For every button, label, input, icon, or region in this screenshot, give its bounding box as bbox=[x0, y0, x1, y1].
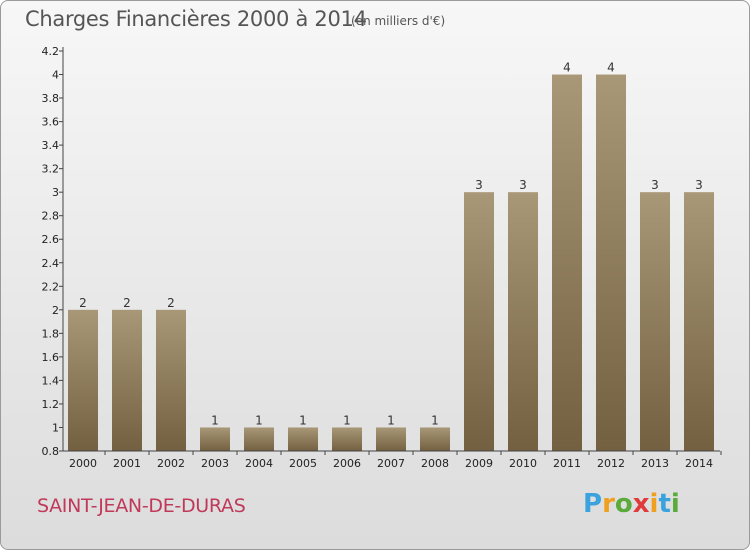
chart-title: Charges Financières 2000 à 2014 bbox=[25, 7, 367, 31]
bar-value-label-2002: 2 bbox=[167, 296, 175, 310]
x-tick-label-2003: 2003 bbox=[201, 457, 229, 470]
y-tick-label: 4 bbox=[52, 69, 59, 82]
y-tick-label: 2.2 bbox=[42, 280, 60, 293]
y-tick-label: 3.2 bbox=[42, 163, 60, 176]
bar-2012 bbox=[596, 74, 626, 451]
y-tick-label: 3 bbox=[52, 186, 59, 199]
y-tick-label: 1.4 bbox=[42, 374, 60, 387]
x-tick-label-2012: 2012 bbox=[597, 457, 625, 470]
y-tick-label: 3.6 bbox=[42, 116, 60, 129]
y-tick-label: 1.8 bbox=[42, 327, 60, 340]
bar-value-label-2007: 1 bbox=[387, 413, 395, 427]
x-tick-label-2006: 2006 bbox=[333, 457, 361, 470]
chart-subtitle: (en milliers d'€) bbox=[351, 14, 446, 28]
bar-2011 bbox=[552, 74, 582, 451]
bar-value-label-2012: 4 bbox=[607, 61, 615, 75]
bar-value-label-2009: 3 bbox=[475, 178, 483, 192]
x-tick-label-2002: 2002 bbox=[157, 457, 185, 470]
bar-2004 bbox=[244, 427, 274, 451]
bar-2006 bbox=[332, 427, 362, 451]
x-tick-label-2014: 2014 bbox=[685, 457, 713, 470]
x-tick-label-2005: 2005 bbox=[289, 457, 317, 470]
bar-value-label-2003: 1 bbox=[211, 413, 219, 427]
commune-name: SAINT-JEAN-DE-DURAS bbox=[37, 495, 246, 517]
bar-2010 bbox=[508, 192, 538, 452]
bar-value-label-2006: 1 bbox=[343, 413, 351, 427]
y-tick-label: 4.2 bbox=[42, 45, 60, 58]
bar-value-label-2005: 1 bbox=[299, 413, 307, 427]
x-tick-label-2001: 2001 bbox=[113, 457, 141, 470]
y-tick-label: 1.2 bbox=[42, 398, 60, 411]
bar-2001 bbox=[112, 309, 142, 451]
y-tick-label: 1.6 bbox=[42, 351, 60, 364]
y-tick-label: 1 bbox=[52, 421, 59, 434]
bar-2009 bbox=[464, 192, 494, 452]
bar-2000 bbox=[68, 309, 98, 451]
bar-2014 bbox=[684, 192, 714, 452]
x-tick-label-2004: 2004 bbox=[245, 457, 273, 470]
bar-2007 bbox=[376, 427, 406, 451]
logo-letter: i bbox=[670, 489, 680, 519]
y-tick-label: 0.8 bbox=[42, 445, 60, 458]
y-tick-label: 2.8 bbox=[42, 210, 60, 223]
proxiti-logo[interactable]: Proxiti bbox=[583, 489, 680, 519]
bar-value-label-2014: 3 bbox=[695, 178, 703, 192]
logo-letter: x bbox=[632, 489, 650, 519]
bar-2003 bbox=[200, 427, 230, 451]
bar-value-label-2013: 3 bbox=[651, 178, 659, 192]
y-tick-label: 3.4 bbox=[42, 139, 60, 152]
bar-2008 bbox=[420, 427, 450, 451]
x-tick-label-2000: 2000 bbox=[69, 457, 97, 470]
y-tick-label: 2.4 bbox=[42, 257, 60, 270]
bar-2005 bbox=[288, 427, 318, 451]
x-tick-label-2010: 2010 bbox=[509, 457, 537, 470]
bar-value-label-2010: 3 bbox=[519, 178, 527, 192]
bar-2013 bbox=[640, 192, 670, 452]
y-tick-label: 2 bbox=[52, 304, 59, 317]
logo-letter: i bbox=[649, 489, 659, 519]
bar-2002 bbox=[156, 309, 186, 451]
x-tick-label-2007: 2007 bbox=[377, 457, 405, 470]
y-tick-label: 3.8 bbox=[42, 92, 60, 105]
x-tick-label-2011: 2011 bbox=[553, 457, 581, 470]
bar-value-label-2004: 1 bbox=[255, 413, 263, 427]
bar-value-label-2001: 2 bbox=[123, 296, 131, 310]
x-tick-label-2009: 2009 bbox=[465, 457, 493, 470]
bar-value-label-2008: 1 bbox=[431, 413, 439, 427]
x-tick-label-2013: 2013 bbox=[641, 457, 669, 470]
logo-letter: o bbox=[614, 489, 633, 519]
logo-letter: r bbox=[602, 489, 615, 519]
bar-value-label-2000: 2 bbox=[79, 296, 87, 310]
logo-letter: P bbox=[583, 489, 603, 519]
y-tick-label: 2.6 bbox=[42, 233, 60, 246]
logo-letter: t bbox=[658, 489, 671, 519]
x-tick-label-2008: 2008 bbox=[421, 457, 449, 470]
bar-value-label-2011: 4 bbox=[563, 61, 571, 75]
